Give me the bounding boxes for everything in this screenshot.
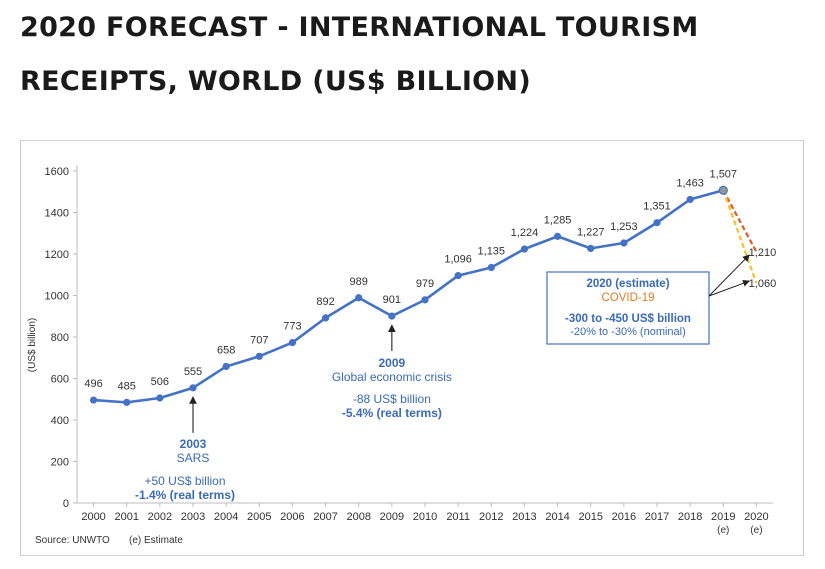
y-tick-label: 800 [51, 332, 69, 344]
data-label-2007: 892 [316, 296, 334, 308]
x-tick-label: 2018 [678, 511, 702, 523]
chart-frame: 0 200 400 600 800 1000 1200 1400 1600 (US$ billio… [20, 140, 804, 556]
data-point-2000 [89, 396, 98, 404]
y-tick-label: 200 [51, 457, 69, 469]
projection-line-high-estimate [722, 189, 758, 253]
data-label-2009: 901 [383, 294, 401, 306]
x-tick-label: 2015 [578, 511, 602, 523]
data-label-2003: 555 [184, 366, 202, 378]
x-tick-label: 2000 [81, 511, 105, 523]
sars-year: 2003 [180, 437, 207, 451]
page-title-line-1: 2020 FORECAST - INTERNATIONAL TOURISM [20, 12, 699, 43]
chart-source: Source: UNWTO [35, 535, 110, 546]
data-point-2006 [288, 339, 297, 347]
covid-line-2: -20% to -30% (nominal) [570, 326, 686, 338]
y-tick-label: 1400 [45, 208, 69, 220]
y-tick-label: 1600 [45, 166, 69, 178]
y-tick-label: 1200 [45, 249, 69, 261]
x-tick-label: 2002 [148, 511, 172, 523]
projection-line-low-estimate [722, 189, 758, 284]
data-point-2008 [355, 294, 363, 302]
covid-arrow-low [708, 279, 750, 297]
x-tick-label: 2011 [446, 511, 470, 523]
data-label-2002: 506 [151, 376, 169, 388]
data-label-2004: 658 [217, 344, 235, 356]
data-point-2004 [222, 362, 230, 371]
sars-line-2: -1.4% (real terms) [135, 488, 235, 502]
data-point-2009 [388, 312, 396, 320]
x-tick-label: 2007 [313, 511, 337, 523]
data-point-2018 [686, 195, 694, 204]
covid-annotation-box [546, 271, 710, 345]
x-tick-label: 2014 [545, 511, 569, 523]
data-point-2001 [123, 398, 131, 406]
crisis-line-1: -88 US$ billion [353, 392, 431, 406]
data-label-2013: 1,224 [511, 227, 539, 239]
crisis-year: 2009 [379, 356, 406, 370]
y-tick-label: 0 [63, 498, 69, 510]
x-tick-label: 2005 [247, 511, 271, 523]
chart-footnote: (e) Estimate [129, 535, 183, 546]
x-tick-label: 2010 [413, 511, 437, 523]
y-tick-label: 600 [51, 374, 69, 386]
data-point-2014 [553, 232, 562, 240]
data-label-2018: 1,463 [676, 177, 704, 189]
data-point-2015 [587, 244, 595, 252]
crisis-line-2: -5.4% (real terms) [342, 406, 442, 420]
data-label-2000: 496 [84, 378, 102, 390]
data-label-2019: 1,507 [710, 168, 738, 180]
y-axis-label: (US$ billion) [27, 318, 38, 372]
data-label-2014: 1,285 [544, 214, 572, 226]
data-label-2005: 707 [250, 334, 268, 346]
x-tick-label: 2013 [512, 511, 536, 523]
page-title-line-2: RECEIPTS, WORLD (US$ BILLION) [20, 66, 531, 97]
x-tick-label: 2009 [380, 511, 404, 523]
projection-value-label: 1,060 [749, 278, 777, 290]
crisis-subtitle: Global economic crisis [332, 370, 452, 384]
x-tick-sublabel: (e) [750, 525, 762, 536]
y-tick-label: 1000 [45, 291, 69, 303]
data-point-2002 [156, 394, 164, 402]
data-label-2016: 1,253 [610, 221, 638, 233]
x-tick-label: 2016 [612, 511, 636, 523]
data-label-2015: 1,227 [577, 226, 605, 238]
covid-line-1: -300 to -450 US$ billion [565, 313, 691, 325]
covid-title: 2020 (estimate) [586, 278, 669, 290]
data-label-2008: 989 [350, 276, 368, 288]
data-point-2007 [321, 314, 330, 322]
x-tick-label: 2003 [181, 511, 205, 523]
x-tick-label: 2006 [280, 511, 304, 523]
data-label-2017: 1,351 [643, 201, 671, 213]
data-label-2012: 1,135 [478, 245, 506, 257]
sars-subtitle: SARS [177, 451, 210, 465]
data-point-2011 [454, 271, 462, 280]
x-tick-label: 2019 [711, 511, 735, 523]
covid-arrow-high [708, 254, 750, 297]
sars-line-1: +50 US$ billion [144, 474, 225, 488]
covid-subtitle: COVID-19 [601, 292, 654, 304]
x-tick-label: 2020 [744, 511, 768, 523]
x-tick-label: 2017 [645, 511, 669, 523]
data-point-2013 [520, 245, 529, 253]
x-tick-label: 2012 [479, 511, 503, 523]
data-point-2010 [421, 296, 429, 304]
tourism-receipts-chart: 0 200 400 600 800 1000 1200 1400 1600 (US$ billio… [27, 165, 777, 546]
data-label-2010: 979 [416, 278, 434, 290]
data-point-2012 [487, 263, 495, 272]
data-point-2017 [653, 219, 661, 227]
series-line [93, 189, 724, 404]
x-tick-label: 2001 [114, 511, 138, 523]
data-label-2011: 1,096 [444, 254, 472, 266]
data-point-2019 [718, 185, 728, 195]
data-label-2006: 773 [283, 321, 301, 333]
projection-value-label: 1,210 [749, 247, 777, 259]
x-tick-label: 2004 [214, 511, 238, 523]
data-point-2003 [189, 384, 197, 392]
data-point-2016 [620, 239, 628, 247]
data-label-2001: 485 [118, 380, 136, 392]
y-tick-label: 400 [51, 415, 69, 427]
data-point-2005 [255, 352, 263, 360]
x-tick-label: 2008 [346, 511, 370, 523]
x-tick-sublabel: (e) [717, 525, 729, 536]
